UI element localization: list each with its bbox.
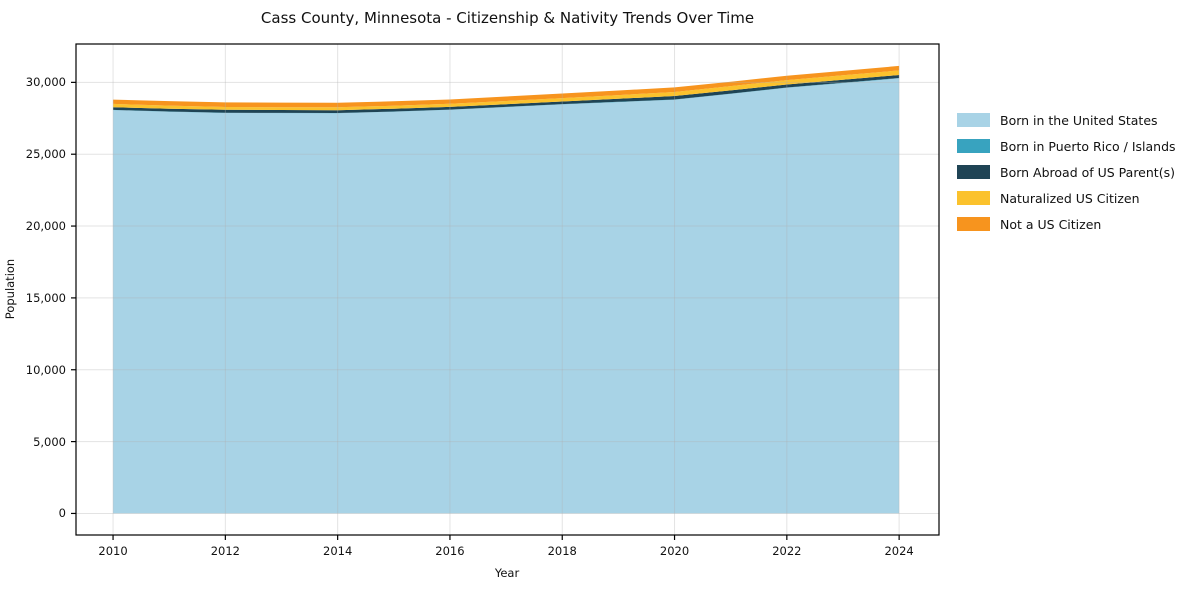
y-tick-label: 20,000 <box>25 219 66 234</box>
plot-border <box>75 43 940 536</box>
legend-label: Naturalized US Citizen <box>1000 190 1140 206</box>
legend-swatch-icon <box>957 139 990 153</box>
x-tick-label: 2010 <box>98 544 128 558</box>
x-tick-label: 2012 <box>210 544 240 558</box>
y-tick-label: 15,000 <box>25 290 66 305</box>
y-tick-label: 5,000 <box>33 434 66 449</box>
x-axis-label: Year <box>494 566 520 580</box>
x-tick-label: 2014 <box>323 544 353 558</box>
legend-item: Born Abroad of US Parent(s) <box>957 159 1176 185</box>
legend-item: Born in the United States <box>957 107 1176 133</box>
x-tick-label: 2016 <box>435 544 465 558</box>
x-tick-label: 2020 <box>659 544 690 558</box>
area-series-4 <box>113 65 900 108</box>
y-tick-label: 30,000 <box>25 75 66 90</box>
area-series-3 <box>113 70 900 111</box>
legend-label: Born in Puerto Rico / Islands <box>1000 138 1176 154</box>
chart-title: Cass County, Minnesota - Citizenship & N… <box>260 9 755 27</box>
x-tick-label: 2024 <box>884 544 914 558</box>
legend-label: Not a US Citizen <box>1000 216 1102 232</box>
legend-item: Born in Puerto Rico / Islands <box>957 133 1176 159</box>
legend-swatch-icon <box>957 191 990 205</box>
y-tick-label: 25,000 <box>25 147 66 162</box>
legend-swatch-icon <box>957 165 990 179</box>
legend: Born in the United States Born in Puerto … <box>957 107 1176 237</box>
legend-item: Naturalized US Citizen <box>957 185 1176 211</box>
legend-swatch-icon <box>957 113 990 127</box>
x-tick-label: 2022 <box>772 544 802 558</box>
legend-label: Born in the United States <box>1000 112 1158 128</box>
legend-item: Not a US Citizen <box>957 211 1176 237</box>
y-axis-label: Population <box>3 258 17 320</box>
legend-label: Born Abroad of US Parent(s) <box>1000 164 1175 180</box>
y-tick-label: 10,000 <box>25 362 66 377</box>
y-tick-label: 0 <box>58 506 66 521</box>
legend-swatch-icon <box>957 217 990 231</box>
x-tick-label: 2018 <box>547 544 577 558</box>
area-series-2 <box>113 75 900 113</box>
area-series-0 <box>113 78 900 514</box>
